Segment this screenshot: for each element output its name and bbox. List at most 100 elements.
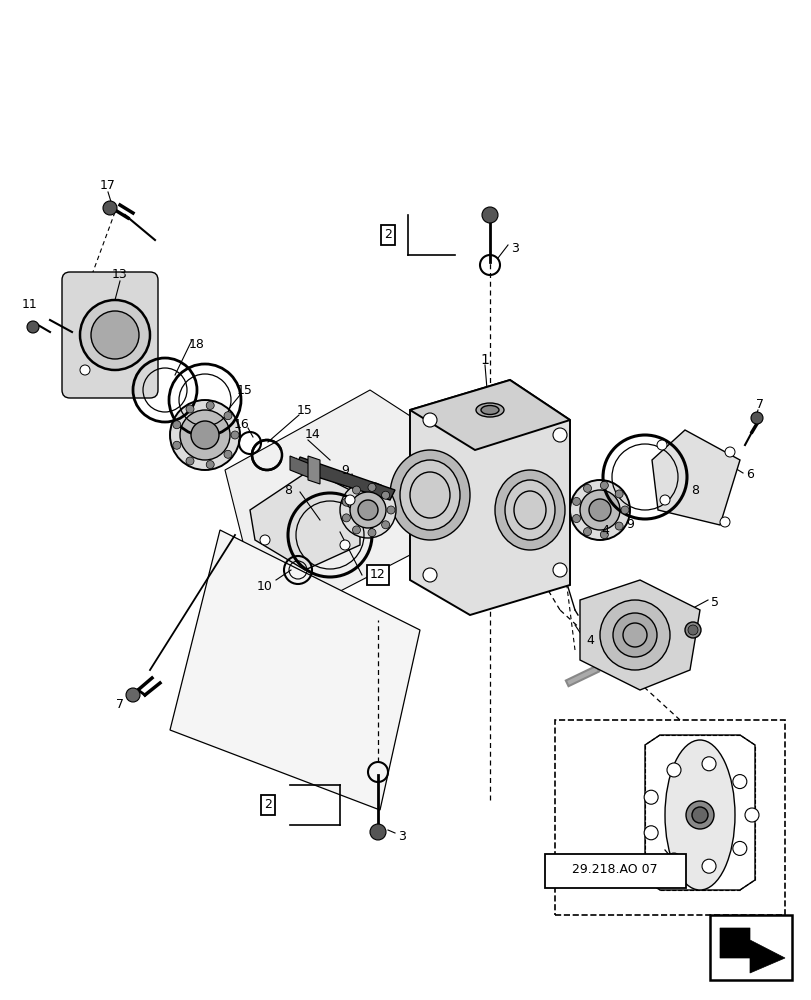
Circle shape [186,405,194,413]
Text: 9: 9 [625,518,633,532]
Circle shape [80,300,150,370]
Circle shape [345,495,354,505]
Circle shape [358,500,378,520]
Polygon shape [651,430,739,525]
Circle shape [206,401,214,409]
Polygon shape [294,457,394,500]
FancyBboxPatch shape [544,854,685,888]
Circle shape [423,413,436,427]
Ellipse shape [691,807,707,823]
Text: 11: 11 [22,298,38,312]
Circle shape [260,535,270,545]
Polygon shape [250,470,359,570]
Circle shape [552,563,566,577]
Circle shape [423,568,436,582]
Ellipse shape [664,740,734,890]
Ellipse shape [744,808,758,822]
Text: 9: 9 [341,464,349,477]
Circle shape [352,486,360,494]
Circle shape [719,517,729,527]
Polygon shape [169,530,419,810]
Text: 4: 4 [586,634,593,646]
Ellipse shape [732,775,746,789]
Circle shape [615,522,622,530]
Text: 17: 17 [100,179,116,192]
Circle shape [552,428,566,442]
Circle shape [224,412,232,420]
Text: 2: 2 [384,229,392,241]
Text: 18: 18 [189,338,204,352]
Circle shape [169,400,240,470]
Ellipse shape [389,450,470,540]
Circle shape [659,495,669,505]
Ellipse shape [685,801,713,829]
Circle shape [126,688,139,702]
Circle shape [340,482,396,538]
Text: 2: 2 [264,798,272,811]
Circle shape [186,457,194,465]
Circle shape [579,490,620,530]
Circle shape [342,498,350,506]
Polygon shape [307,456,320,484]
Text: 3: 3 [510,241,518,254]
Circle shape [103,201,117,215]
Ellipse shape [400,460,460,530]
Text: 15: 15 [297,403,312,416]
Ellipse shape [666,763,680,777]
Polygon shape [225,390,454,630]
Circle shape [173,441,181,449]
Circle shape [387,506,394,514]
Circle shape [572,497,580,505]
Circle shape [684,622,700,638]
Circle shape [615,490,622,498]
Circle shape [724,447,734,457]
Ellipse shape [504,480,554,540]
Ellipse shape [643,826,658,840]
Text: 13: 13 [112,268,127,282]
Circle shape [350,492,385,528]
Text: 6: 6 [745,468,753,482]
FancyBboxPatch shape [62,272,158,398]
Circle shape [91,311,139,359]
Polygon shape [579,580,699,690]
Ellipse shape [475,403,504,417]
Ellipse shape [702,859,715,873]
Circle shape [367,483,375,491]
Circle shape [206,461,214,469]
Text: 5: 5 [710,595,718,608]
Polygon shape [410,380,569,450]
Circle shape [656,440,666,450]
Text: 7: 7 [755,398,763,412]
Text: 10: 10 [257,580,272,593]
Text: 12: 12 [370,568,385,582]
Circle shape [572,515,580,523]
Circle shape [342,514,350,522]
Circle shape [588,499,610,521]
Text: 3: 3 [397,830,406,843]
Text: 4: 4 [600,524,608,536]
Text: 1: 1 [480,353,489,367]
Circle shape [173,421,181,429]
Ellipse shape [495,470,564,550]
Ellipse shape [732,841,746,855]
Circle shape [352,526,360,534]
Circle shape [750,412,762,424]
Text: 29.218.AO 07: 29.218.AO 07 [572,863,657,876]
Polygon shape [410,380,569,615]
Circle shape [687,625,697,635]
FancyBboxPatch shape [554,720,784,915]
Circle shape [80,365,90,375]
Circle shape [381,491,389,499]
Text: 8: 8 [284,484,292,496]
Text: 8: 8 [690,484,698,496]
Circle shape [27,321,39,333]
Circle shape [599,481,607,489]
Circle shape [230,431,238,439]
Circle shape [191,421,219,449]
Ellipse shape [666,853,680,867]
Circle shape [620,506,629,514]
Circle shape [482,207,497,223]
Circle shape [599,531,607,539]
Polygon shape [290,456,310,478]
Ellipse shape [702,757,715,771]
